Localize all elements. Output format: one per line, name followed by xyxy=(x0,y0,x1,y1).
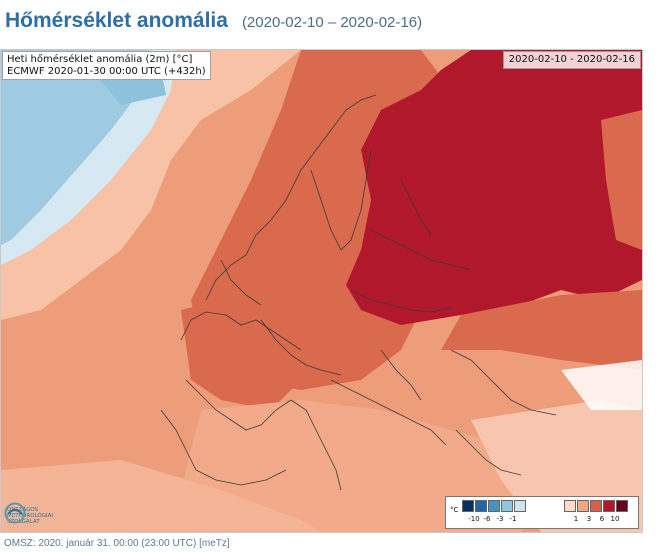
color-legend: °C -10 -6 -3 -1 1 3 6 10 xyxy=(445,496,639,529)
logo-line-1: ORSZÁGOS xyxy=(7,507,39,513)
legend-swatch-warm-5 xyxy=(616,500,628,512)
warm-region-southeast xyxy=(441,290,642,370)
legend-swatch-cold-2 xyxy=(475,500,487,512)
date-subtitle: (2020-02-10 – 2020-02-16) xyxy=(241,14,423,31)
legend-swatch-cold-4 xyxy=(501,500,513,512)
omsz-logo-text: ORSZÁGOS METEOROLÓGIAI SZOLGÁLAT xyxy=(7,507,53,525)
north-africa-area xyxy=(1,460,321,532)
omsz-logo: ORSZÁGOS METEOROLÓGIAI SZOLGÁLAT xyxy=(4,502,80,530)
caspian-neutral xyxy=(561,360,642,410)
legend-swatch-cold-3 xyxy=(488,500,500,512)
anomaly-map: Heti hőmérséklet anomália (2m) [°C] ECMW… xyxy=(0,49,643,533)
map-info-box: Heti hőmérséklet anomália (2m) [°C] ECMW… xyxy=(2,51,211,80)
page-title: Hőmérséklet anomália xyxy=(5,9,228,32)
legend-swatch-warm-4 xyxy=(603,500,615,512)
legend-tick-warm-4: 10 xyxy=(610,515,620,523)
legend-swatch-warm-2 xyxy=(577,500,589,512)
cold-region xyxy=(1,50,151,245)
legend-swatch-warm-3 xyxy=(590,500,602,512)
legend-tick-cold-4: -1 xyxy=(509,515,517,523)
date-range-badge: 2020-02-10 - 2020-02-16 xyxy=(502,51,641,69)
legend-tick-cold-3: -3 xyxy=(496,515,504,523)
legend-swatch-warm-1 xyxy=(564,500,576,512)
title-row: Hőmérséklet anomália (2020-02-10 – 2020-… xyxy=(5,9,422,39)
legend-tick-warm-2: 3 xyxy=(586,515,592,523)
legend-tick-warm-3: 6 xyxy=(599,515,605,523)
omsz-logo-icon xyxy=(4,502,26,524)
map-info-line2: ECMWF 2020-01-30 00:00 UTC (+432h) xyxy=(7,66,206,77)
country-borders xyxy=(160,94,557,491)
legend-tick-cold-1: -10 xyxy=(468,515,480,523)
strong-warm-region xyxy=(346,50,642,325)
legend-tick-warm-1: 1 xyxy=(573,515,579,523)
map-canvas xyxy=(1,50,642,532)
legend-unit: °C xyxy=(450,506,459,514)
legend-tick-cold-2: -6 xyxy=(483,515,491,523)
legend-swatch-cold-5 xyxy=(514,500,526,512)
logo-line-3: SZOLGÁLAT xyxy=(7,519,40,525)
map-info-line1: Heti hőmérséklet anomália (2m) [°C] xyxy=(7,54,193,65)
legend-swatch-cold-1 xyxy=(462,500,474,512)
warm-region-west xyxy=(181,290,301,410)
warm-region-east xyxy=(601,110,642,250)
logo-line-2: METEOROLÓGIAI xyxy=(7,513,54,519)
footer-info: OMSZ: 2020. január 31. 00:00 (23:00 UTC)… xyxy=(4,538,230,549)
